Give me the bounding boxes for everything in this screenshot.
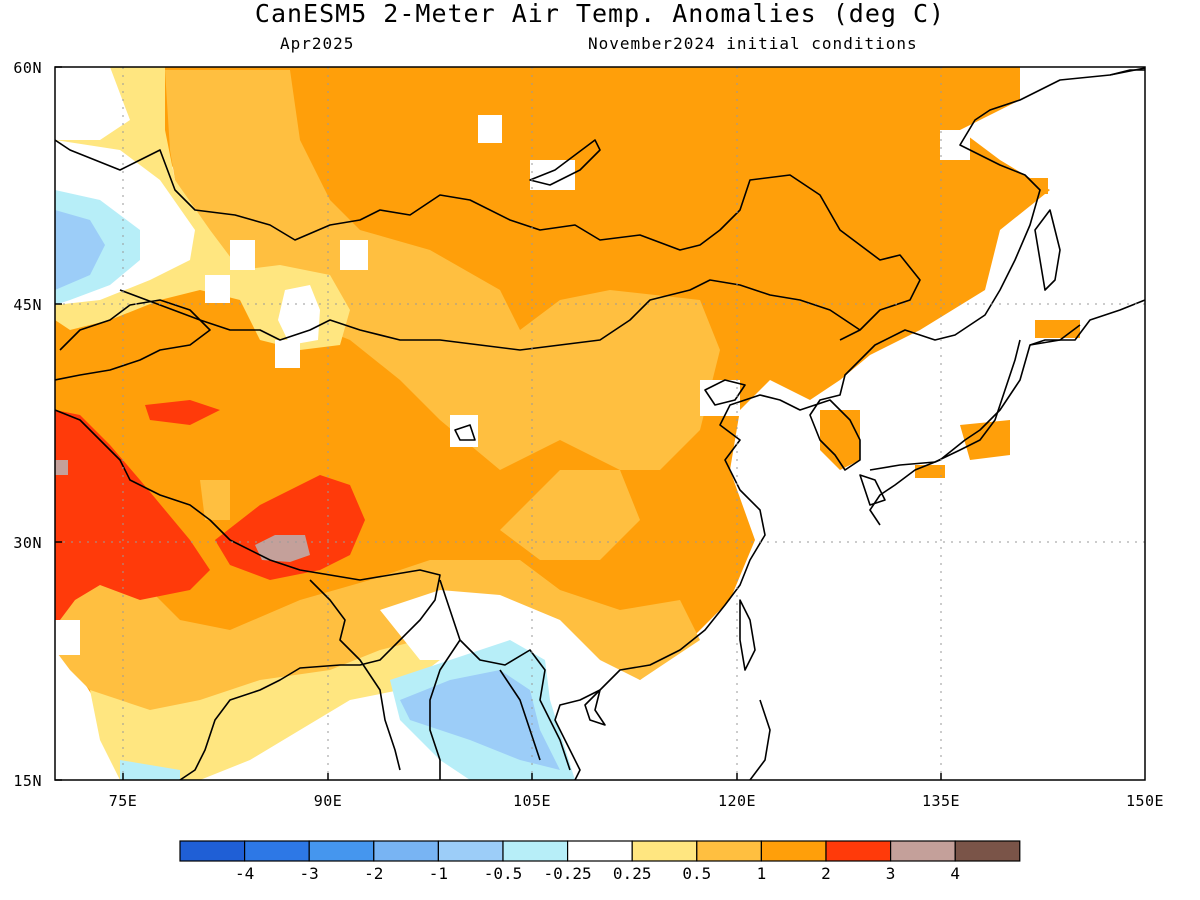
map-frame [54,66,1146,781]
forecast-period: Apr2025 [280,34,355,53]
colorbar-swatch [566,840,633,862]
lat-label-60n: 60N [13,59,42,77]
anomaly-region-negative-0.5 [55,210,560,770]
axis-ticks [55,66,942,781]
colorbar-swatch [825,840,892,862]
initial-conditions: November2024 initial conditions [588,34,918,53]
colorbar-label: -3 [299,864,319,883]
lat-label-45n: 45N [13,296,42,314]
anomaly-region-negative-0.25-south [120,640,575,780]
colorbar-label: 1 [756,864,767,883]
colorbar-swatch [502,840,569,862]
colorbar-swatch [696,840,762,862]
lon-label-120e: 120E [717,792,757,810]
colorbar-swatch [760,840,827,862]
colorbar-swatch [244,840,310,862]
colorbar-label: 2 [821,864,831,883]
colorbar-label: -4 [234,864,255,883]
anomaly-region-0.5-to-1-north [165,70,720,470]
lon-label-75e: 75E [108,792,138,810]
colorbar-label: 0.5 [682,864,712,883]
anomaly-field [55,67,1145,780]
lat-label-15n: 15N [13,772,42,790]
anomaly-region-1-to-2-east [820,178,1080,478]
colorbar [179,840,1021,862]
anomaly-region-0.5-to-1-centre [200,470,640,560]
colorbar-label: -0.5 [483,864,523,883]
lon-label-150e: 150E [1125,792,1165,810]
anomaly-region-0.5-to-1-south [55,560,700,720]
lat-label-30n: 30N [13,534,42,552]
lon-label-105e: 105E [512,792,552,810]
lon-label-90e: 90E [313,792,343,810]
colorbar-swatch [889,840,956,862]
colorbar-label: -1 [428,864,449,883]
colorbar-swatch [954,840,1021,862]
colorbar-swatch [308,840,375,862]
colorbar-swatch [631,840,698,862]
colorbar-swatch [373,840,439,862]
colorbar-label: 0.25 [612,864,652,883]
colorbar-swatch [437,840,504,862]
colorbar-label: -0.25 [543,864,592,883]
colorbar-label: -2 [364,864,384,883]
masked-cells [55,115,970,655]
colorbar-label: 3 [885,864,896,883]
map-title: CanESM5 2-Meter Air Temp. Anomalies (deg… [254,0,946,28]
coastlines-and-borders [55,67,1145,780]
anomaly-region-0.25-to-0.5-south [90,640,440,780]
gridlines [55,67,1145,780]
colorbar-label: 4 [950,864,960,883]
colorbar-swatch [179,840,246,862]
lon-label-135e: 135E [921,792,961,810]
anomaly-region-3-to-4-west [55,460,68,475]
